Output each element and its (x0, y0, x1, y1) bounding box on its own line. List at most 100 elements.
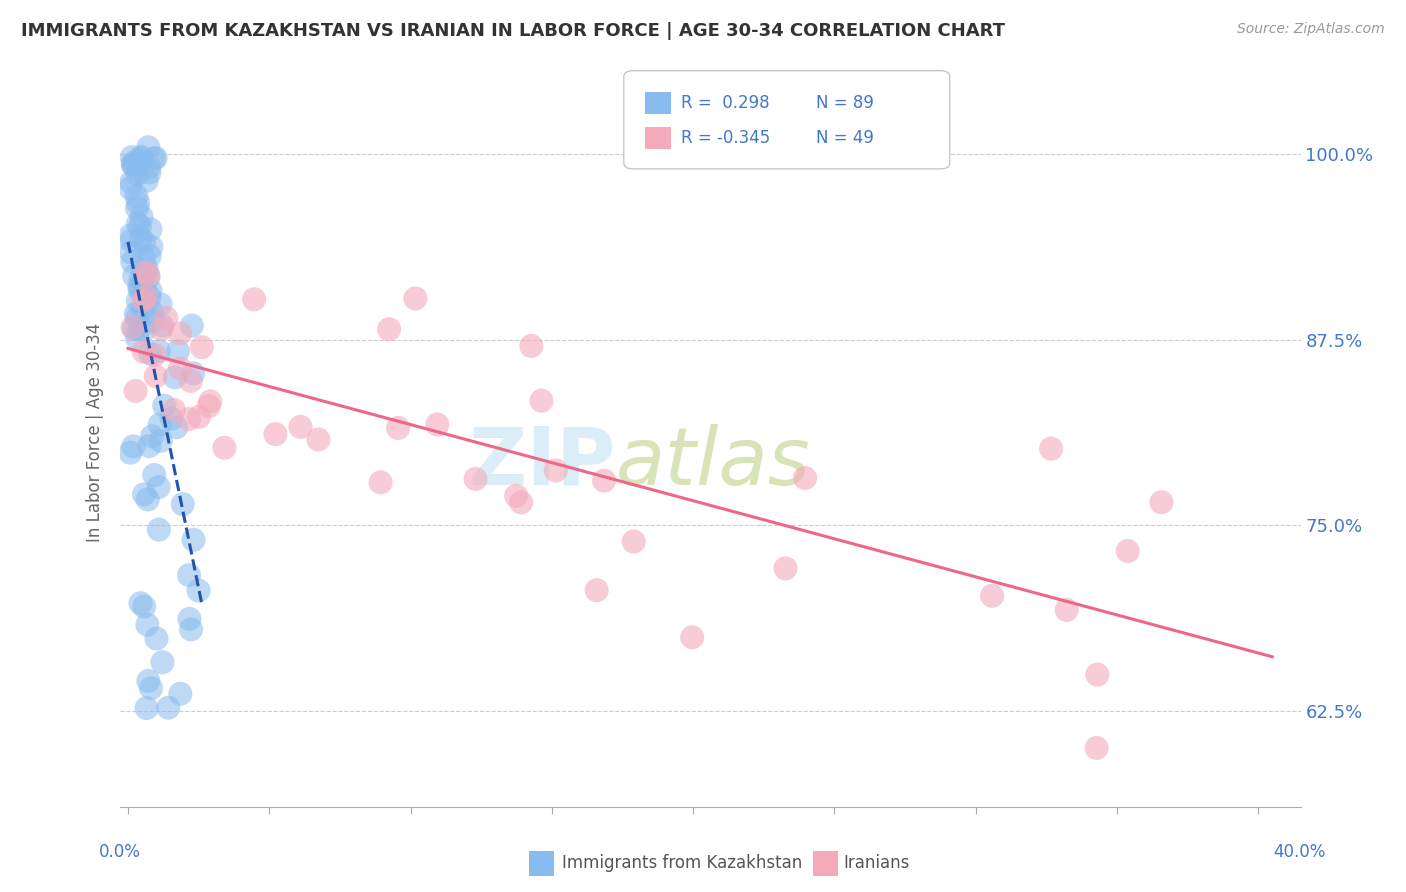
Bar (645, 92, 671, 114)
Point (177, 568, 200, 582)
Point (148, 523, 170, 537)
Point (378, 322, 401, 336)
Point (143, 348, 166, 362)
Point (1085, 740, 1108, 755)
Y-axis label: In Labor Force | Age 30-34: In Labor Force | Age 30-34 (86, 323, 104, 542)
Point (148, 480, 170, 494)
Point (188, 409, 211, 424)
Point (794, 471, 817, 485)
Point (127, 311, 149, 326)
Point (153, 399, 176, 413)
Point (135, 701, 157, 715)
Point (585, 583, 607, 598)
Bar (645, 127, 671, 149)
Point (122, 157, 145, 171)
Point (136, 617, 159, 632)
Point (167, 344, 190, 359)
Point (180, 374, 202, 388)
Point (138, 161, 160, 175)
Point (200, 394, 222, 409)
Point (136, 673, 159, 688)
Point (505, 489, 527, 503)
Point (214, 441, 236, 455)
Point (1150, 495, 1173, 509)
Point (307, 433, 329, 447)
Point (264, 427, 287, 442)
Point (129, 231, 152, 245)
Point (593, 474, 616, 488)
Point (122, 156, 145, 170)
Point (138, 165, 160, 179)
Point (135, 262, 157, 277)
Point (122, 439, 145, 453)
Point (132, 301, 155, 316)
Point (138, 249, 160, 263)
Point (136, 268, 159, 283)
Point (520, 339, 543, 353)
Point (132, 323, 155, 337)
Point (141, 240, 163, 254)
Point (142, 313, 165, 327)
Text: atlas: atlas (616, 424, 810, 501)
Text: N = 89: N = 89 (817, 94, 875, 112)
Point (150, 322, 173, 336)
Point (145, 151, 167, 165)
Point (134, 599, 156, 614)
Point (135, 290, 157, 304)
Point (187, 583, 209, 598)
Point (121, 320, 143, 334)
Point (129, 219, 152, 234)
Point (121, 150, 143, 164)
Point (290, 420, 312, 434)
Text: Source: ZipAtlas.com: Source: ZipAtlas.com (1237, 22, 1385, 37)
Point (183, 533, 205, 547)
Point (623, 534, 645, 549)
Point (181, 367, 204, 381)
Point (179, 612, 201, 626)
Point (149, 297, 172, 311)
Text: Immigrants from Kazakhstan: Immigrants from Kazakhstan (562, 855, 803, 872)
Point (145, 632, 167, 646)
Point (160, 411, 183, 425)
Point (145, 369, 167, 384)
Point (177, 412, 200, 426)
Point (138, 439, 160, 453)
Point (122, 321, 145, 335)
Point (172, 497, 194, 511)
Point (243, 293, 266, 307)
Point (128, 323, 150, 337)
Point (157, 700, 180, 714)
Point (149, 417, 172, 432)
Point (426, 417, 449, 432)
Point (131, 278, 153, 293)
Point (122, 268, 145, 283)
Point (139, 346, 162, 360)
Point (129, 152, 152, 166)
Point (125, 330, 148, 344)
Point (122, 158, 145, 172)
Point (1085, 667, 1108, 681)
Point (197, 399, 219, 413)
Point (132, 293, 155, 308)
Point (125, 201, 148, 215)
FancyBboxPatch shape (624, 70, 950, 169)
Point (132, 252, 155, 266)
Point (143, 152, 166, 166)
Point (120, 175, 142, 189)
Point (129, 596, 152, 610)
Point (143, 468, 166, 483)
Text: Iranians: Iranians (844, 855, 910, 872)
Point (135, 265, 157, 279)
Point (163, 370, 186, 384)
Point (121, 255, 143, 269)
Point (149, 434, 172, 448)
Point (155, 310, 177, 325)
Point (681, 630, 703, 644)
Point (1056, 603, 1078, 617)
Point (132, 487, 155, 501)
Point (136, 492, 159, 507)
Point (163, 403, 186, 417)
Point (148, 343, 170, 358)
Point (981, 589, 1004, 603)
Text: R = -0.345: R = -0.345 (681, 129, 769, 147)
